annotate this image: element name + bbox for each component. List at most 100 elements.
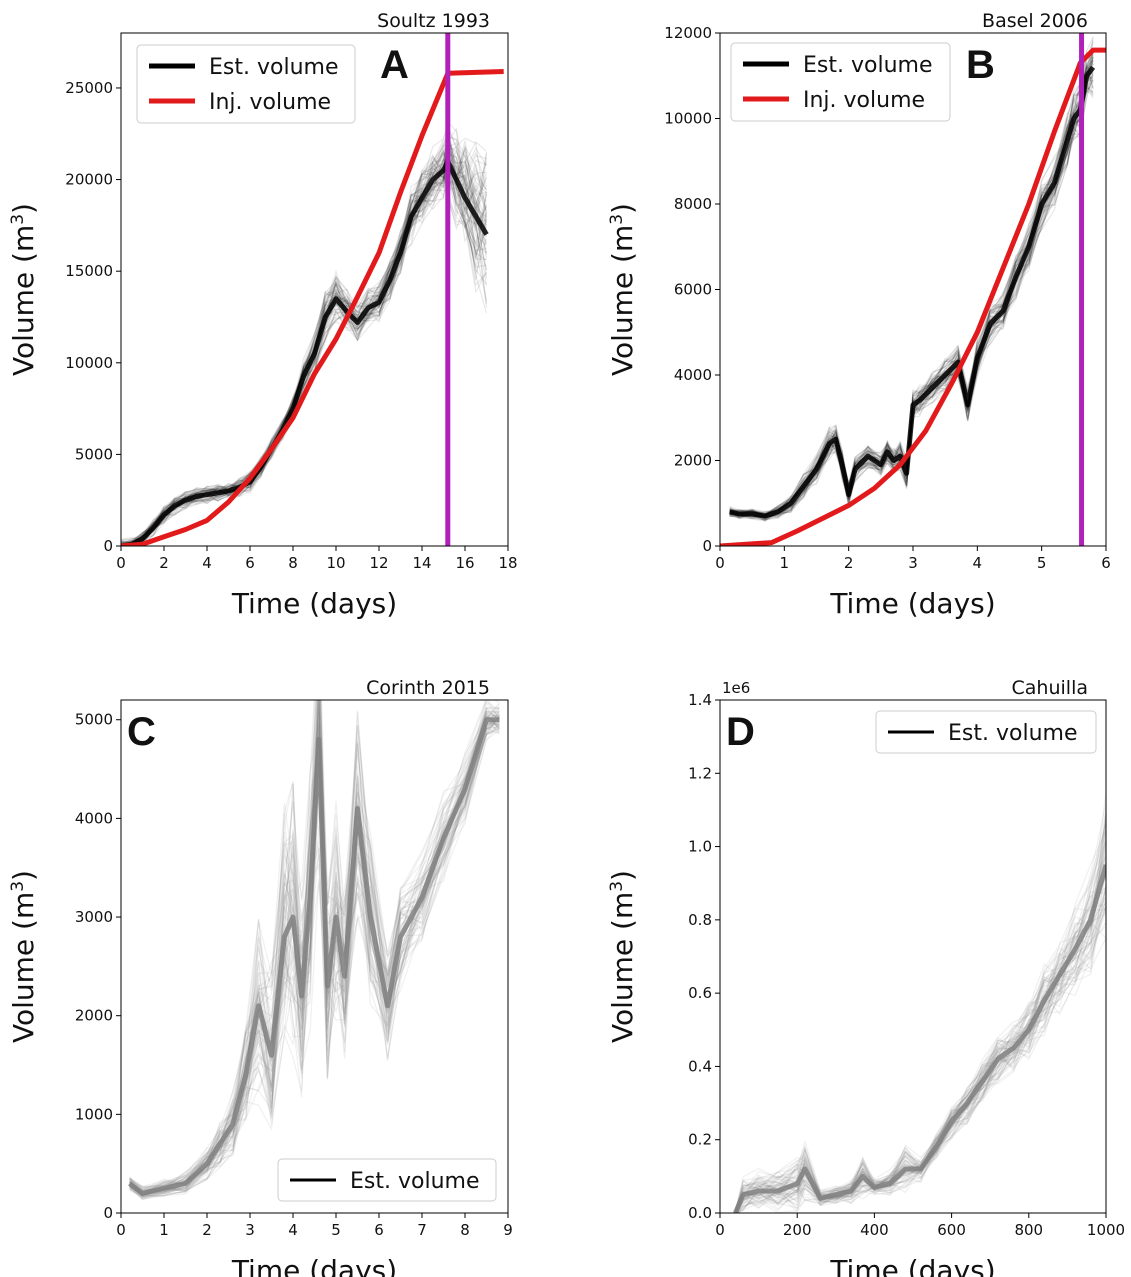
x-tick-label: 5 (331, 1221, 341, 1239)
ensemble-member-line (729, 61, 1094, 519)
ensemble-member-line (735, 843, 1106, 1213)
y-axis-title: Volume (m3) (7, 870, 40, 1043)
ensemble-member-line (121, 158, 488, 546)
superscript: 3 (607, 881, 627, 892)
ensemble-member-line (121, 163, 488, 546)
ensemble-member-line (734, 853, 1106, 1213)
y-axis-title: Volume (m3) (606, 203, 639, 376)
ensemble-median-line (733, 864, 1106, 1213)
y-tick-label: 12000 (664, 24, 712, 42)
panel-title: Basel 2006 (982, 10, 1088, 32)
x-tick-label: 18 (498, 554, 517, 572)
y-tick-label: 0.2 (688, 1131, 712, 1149)
legend-label: Inj. volume (803, 88, 925, 113)
ensemble-member-line (129, 706, 500, 1193)
ensemble-member-line (734, 838, 1106, 1211)
x-tick-label: 2 (202, 1221, 212, 1239)
superscript: 3 (8, 881, 28, 892)
ensemble-member-line (735, 910, 1106, 1213)
x-tick-label: 8 (288, 554, 298, 572)
ensemble-member-line (121, 164, 487, 546)
y-axis-title-end: ) (606, 203, 639, 214)
ensemble-member-line (127, 169, 488, 546)
ensemble-member-line (121, 158, 487, 546)
ensemble-member-line (129, 700, 500, 1197)
x-tick-label: 6 (374, 1221, 384, 1239)
ensemble-member-line (735, 921, 1106, 1213)
ensemble-member-line (734, 872, 1106, 1213)
ensemble-member-line (132, 155, 488, 546)
ensemble-member-line (734, 792, 1106, 1211)
y-tick-label: 25000 (65, 79, 113, 97)
injected-volume-line (720, 47, 1106, 546)
ensemble-member-line (125, 148, 488, 546)
x-tick-label: 6 (245, 554, 255, 572)
ensemble-median-line (729, 65, 1096, 519)
ensemble-member-line (121, 150, 488, 546)
y-tick-label: 1.4 (688, 691, 712, 709)
ensemble-member-line (121, 137, 488, 540)
ensemble-median-line (121, 158, 489, 546)
ensemble-member-line (734, 811, 1106, 1212)
ensemble-member-line (129, 716, 500, 1197)
ensemble-member-line (121, 153, 488, 546)
x-tick-label: 1000 (1087, 1221, 1125, 1239)
x-axis-title: Time (days) (231, 587, 397, 620)
y-tick-label: 0 (702, 537, 712, 555)
ensemble-member-line (129, 700, 500, 1196)
legend-label: Inj. volume (209, 90, 331, 115)
ensemble-member-line (121, 149, 488, 545)
y-tick-label: 0 (103, 1204, 113, 1222)
ensemble-member-line (734, 830, 1106, 1211)
x-axis-title: Time (days) (829, 1254, 995, 1277)
x-tick-label: 7 (417, 1221, 427, 1239)
x-tick-label: 800 (1014, 1221, 1043, 1239)
ensemble-member-line (121, 124, 487, 544)
ensemble-member-line (121, 158, 487, 546)
y-tick-label: 0.6 (688, 984, 712, 1002)
ensemble-member-line (736, 862, 1106, 1213)
y-tick-label: 3000 (75, 908, 113, 926)
plot-area (720, 36, 1106, 546)
ensemble-est-volume (729, 36, 1096, 522)
panel-title: Corinth 2015 (366, 677, 490, 699)
ensemble-member-line (734, 898, 1106, 1213)
ensemble-member-line (124, 135, 488, 546)
legend-label: Est. volume (350, 1169, 479, 1194)
ensemble-member-line (734, 840, 1106, 1211)
x-tick-label: 2 (844, 554, 854, 572)
ensemble-median-line (128, 717, 500, 1196)
panel-title: Cahuilla (1012, 677, 1088, 699)
y-tick-label: 5000 (75, 711, 113, 729)
y-tick-label: 2000 (674, 452, 712, 470)
y-exponent-label: 1e6 (722, 679, 750, 697)
legend: Est. volume (277, 1158, 497, 1202)
injected-volume-line (121, 69, 504, 546)
y-axis-title: Volume (m3) (7, 203, 40, 376)
ensemble-member-line (129, 721, 500, 1197)
y-tick-label: 8000 (674, 195, 712, 213)
ensemble-member-line (121, 149, 488, 544)
ensemble-member-line (129, 710, 500, 1191)
ensemble-member-line (734, 823, 1106, 1212)
x-tick-label: 4 (973, 554, 983, 572)
x-tick-label: 0 (715, 1221, 725, 1239)
y-tick-label: 5000 (75, 445, 113, 463)
axes-frame (719, 699, 1107, 1214)
ensemble-member-line (121, 140, 488, 541)
ensemble-member-line (729, 63, 1094, 519)
y-axis-title-end: ) (7, 870, 40, 881)
ensemble-member-line (729, 77, 1094, 519)
y-tick-label: 1.0 (688, 838, 712, 856)
ensemble-member-line (129, 722, 500, 1194)
x-tick-label: 4 (202, 554, 212, 572)
panel-letter: C (127, 710, 156, 754)
ensemble-member-line (121, 136, 488, 546)
y-tick-label: 10000 (664, 110, 712, 128)
y-tick-label: 0.4 (688, 1057, 712, 1075)
ensemble-member-line (734, 855, 1106, 1213)
y-tick-label: 0.0 (688, 1204, 712, 1222)
ensemble-member-line (734, 838, 1106, 1212)
ensemble-member-line (734, 832, 1106, 1213)
